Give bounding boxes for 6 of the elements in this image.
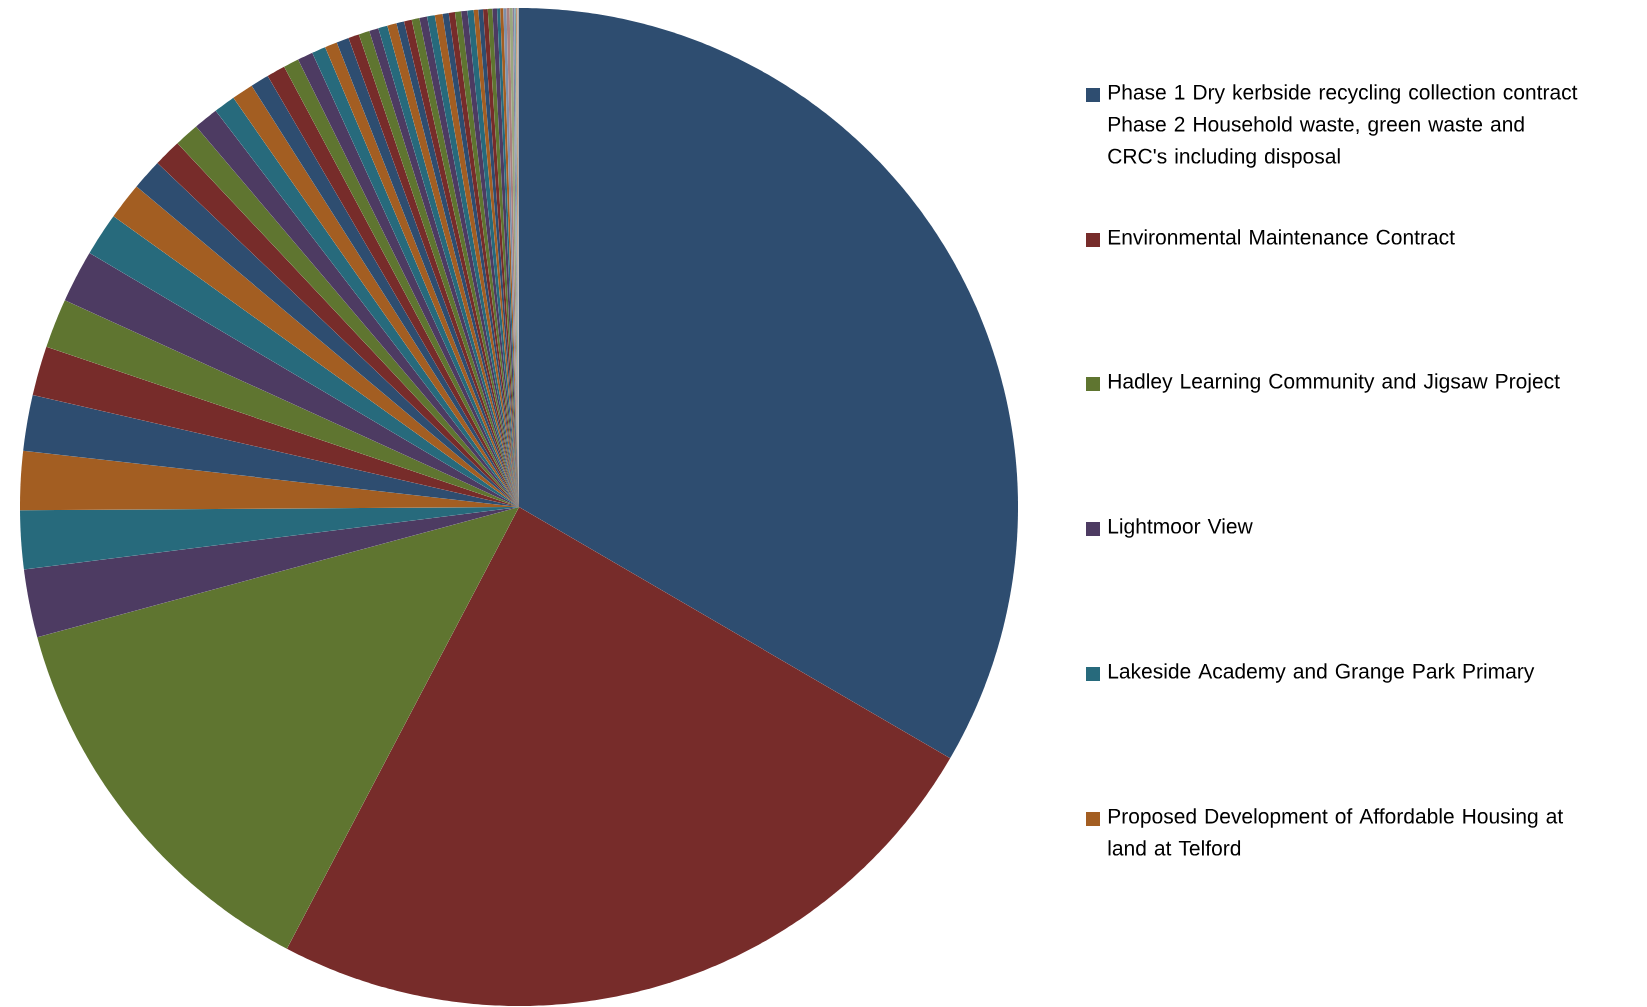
legend-label: Environmental Maintenance Contract [1108,229,1455,245]
legend-label: Lakeside Academy and Grange Park Primary [1108,663,1535,683]
legend-label: Hadley Learning Community and Jigsaw Project [1108,373,1560,393]
legend-label: Phase 1 Dry kerbside recycling collection contract Phase 2 Household waste, green waste and CRC's including disposal [1108,84,1578,168]
legend-label: Lightmoor View [1108,518,1253,538]
legend-label: Proposed Development of Affordable Housing at land at Telford [1108,808,1564,856]
